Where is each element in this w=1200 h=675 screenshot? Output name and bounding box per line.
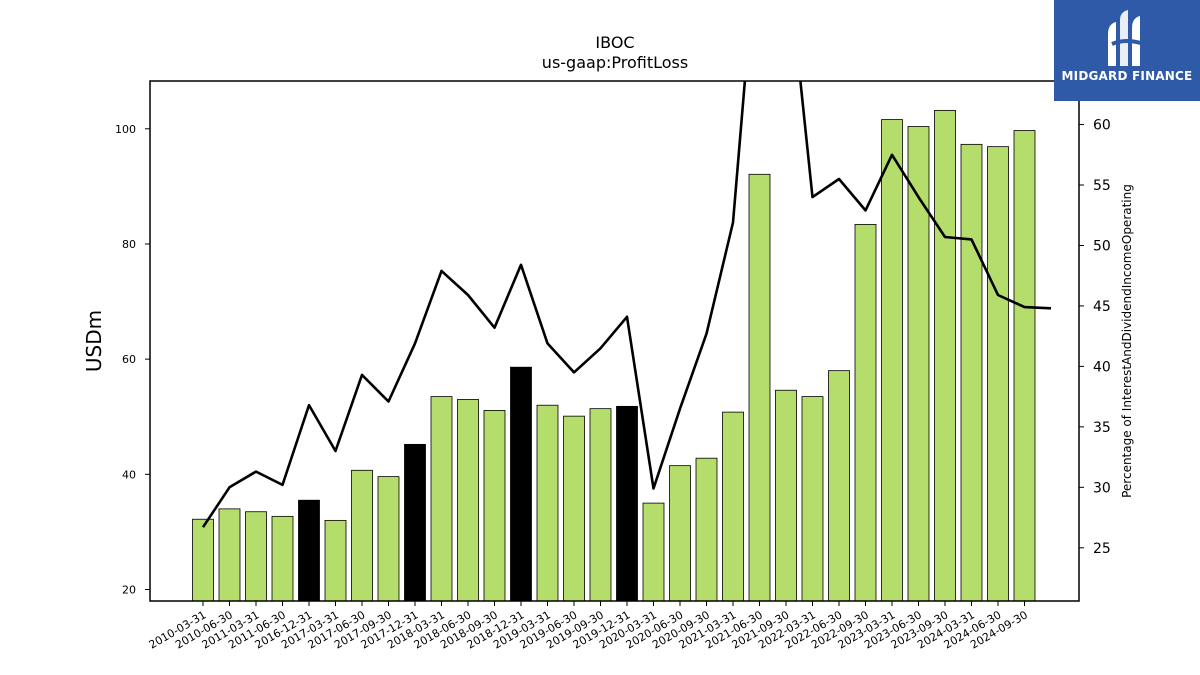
bar-2018-12-31 [510,366,532,602]
y2-tick-label: 40 [1093,359,1111,375]
y2-tick-label: 45 [1093,299,1111,315]
y-tick-label: 60 [122,353,136,366]
y2-tick-label: 60 [1093,118,1111,134]
bar-2017-12-31 [404,443,426,602]
bars-group [192,109,1036,602]
bar-2020-03-31 [642,502,665,602]
plot-frame [149,80,1080,602]
bar-2021-06-30 [748,173,771,602]
bar-2022-03-31 [801,396,824,602]
chart-title: IBOC [595,33,634,52]
y2-tick-label: 30 [1093,480,1111,496]
brand-logo: MIDGARD FINANCE [1054,0,1200,101]
y2-tick-label: 25 [1093,541,1111,557]
bar-2010-03-31 [192,518,214,602]
y2-axis: 25 30 35 40 45 50 55 60 [1079,118,1111,557]
bar-2020-06-30 [669,465,691,602]
bar-2017-03-31 [324,519,347,602]
bar-2020-09-30 [695,457,718,602]
logo-text: MIDGARD FINANCE [1061,69,1193,83]
bar-2017-06-30 [351,469,373,602]
y-axis: 20 40 60 80 100 [115,123,150,596]
bar-2017-09-30 [377,476,400,602]
bar-2022-09-30 [854,223,877,602]
bar-2019-09-30 [589,408,612,602]
x-axis: 2010-03-312010-06-302011-03-312011-06-30… [147,601,1030,652]
y-tick-label: 20 [122,583,136,596]
bar-2021-09-30 [775,389,797,602]
bar-2018-03-31 [430,396,453,602]
y2-axis-label: Percentage of InterestAndDividendIncomeO… [1120,184,1134,498]
bar-2018-06-30 [457,399,479,602]
bar-2019-12-31 [616,405,638,602]
line-group [201,81,1052,528]
bar-2021-03-31 [722,411,744,602]
y2-tick-label: 50 [1093,238,1111,254]
bar-2016-12-31 [298,499,320,602]
bar-2018-09-30 [483,409,506,602]
bar-2019-06-30 [563,415,585,602]
bar-2023-03-31 [881,119,903,602]
y2-tick-label: 55 [1093,178,1111,194]
bar-2022-06-30 [828,370,850,602]
y-tick-label: 80 [122,238,136,251]
bar-2024-03-31 [960,143,983,602]
bar-2011-06-30 [271,515,294,602]
bar-2024-06-30 [987,146,1009,602]
logo-mark-icon [1108,10,1145,66]
bar-2010-06-30 [218,508,241,602]
line-series [201,81,1052,528]
chart-subtitle: us-gaap:ProfitLoss [542,53,688,72]
bar-2011-03-31 [245,511,267,602]
y-tick-label: 40 [122,468,136,481]
bar-2019-03-31 [536,404,559,602]
bar-2024-09-30 [1013,130,1036,602]
y-axis-label: USDm [82,310,106,372]
bar-2023-09-30 [934,109,956,602]
y2-tick-label: 35 [1093,420,1111,436]
y-tick-label: 100 [115,123,136,136]
